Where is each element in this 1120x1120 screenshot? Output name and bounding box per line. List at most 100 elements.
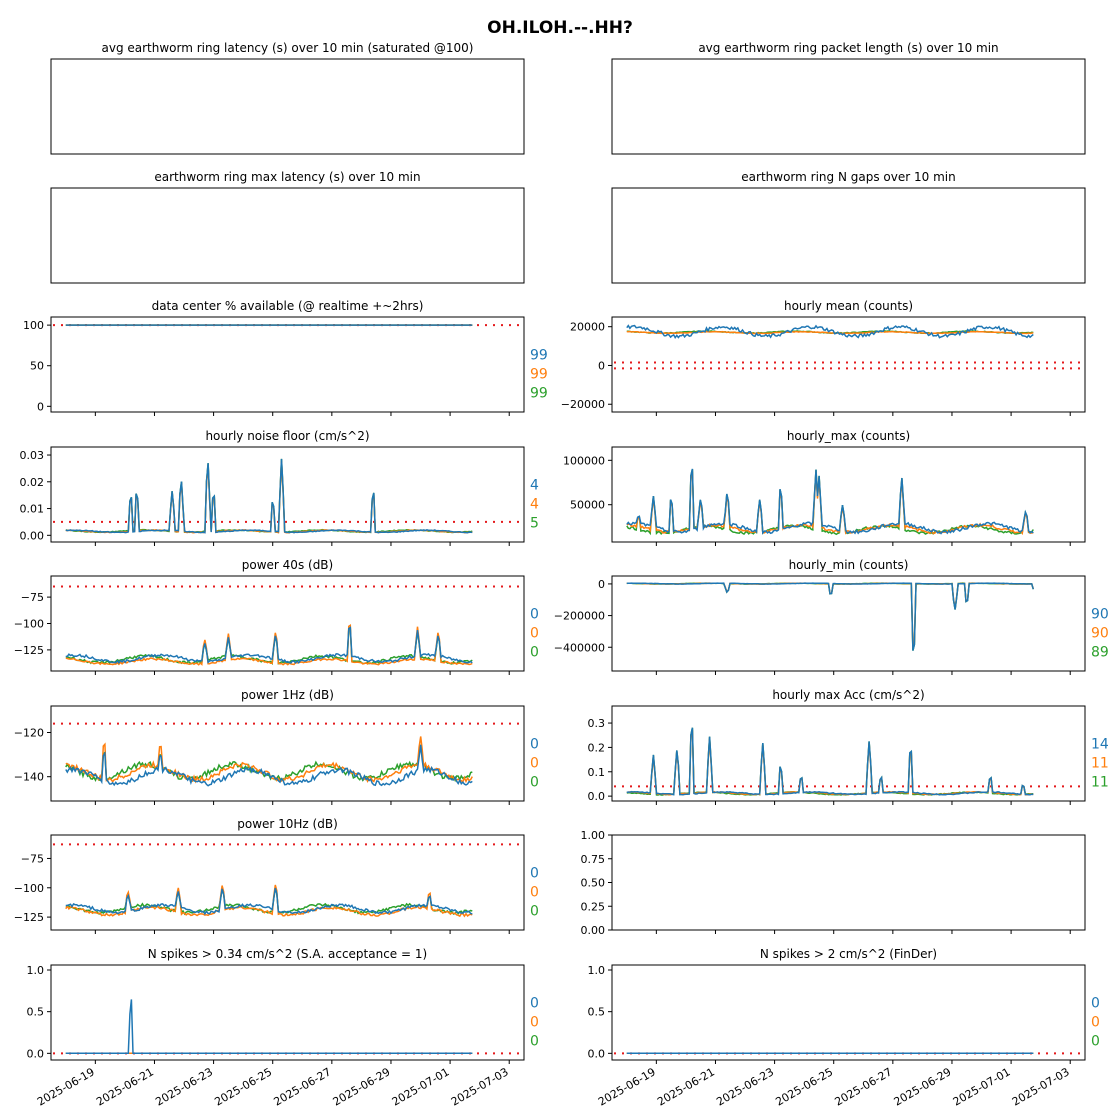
panel-max-latency: earthworm ring max latency (s) over 10 m… xyxy=(50,170,525,284)
y-tick-label: 0.02 xyxy=(20,476,45,489)
panel-title: N spikes > 0.34 cm/s^2 (S.A. acceptance … xyxy=(148,947,427,961)
right-count-label: 0 xyxy=(530,904,539,920)
y-tick-label: −140 xyxy=(14,771,44,784)
panel-hourly-max: hourly_max (counts) 50000 100000 xyxy=(563,429,1086,546)
right-count-label: 0 xyxy=(530,1015,539,1031)
x-tick-label: 2025-06-23 xyxy=(153,1065,215,1108)
y-tick-label: 0 xyxy=(598,359,605,372)
y-tick-label: −100 xyxy=(14,618,44,631)
right-count-label: 99 xyxy=(530,386,548,402)
right-count-label: 0 xyxy=(530,626,539,642)
right-count-label: 0 xyxy=(530,645,539,661)
panel-hourly-mean: hourly mean (counts) −20000 0 20000 xyxy=(561,299,1086,416)
y-tick-label: 0.00 xyxy=(20,529,45,542)
series-line-0 xyxy=(65,458,473,534)
right-count-label: 90 xyxy=(1091,626,1109,642)
y-tick-label: 0.50 xyxy=(581,877,606,890)
y-tick-label: 100 xyxy=(23,319,44,332)
panel-title: earthworm ring N gaps over 10 min xyxy=(741,170,955,184)
series-line-0 xyxy=(65,626,473,665)
x-tick-label: 2025-07-01 xyxy=(390,1065,452,1108)
panel-title: data center % available (@ realtime +~2h… xyxy=(152,299,424,313)
axes-frame xyxy=(50,446,525,543)
panel-title: hourly noise floor (cm/s^2) xyxy=(205,429,369,443)
axes-frame xyxy=(50,705,525,802)
panel-title: hourly max Acc (cm/s^2) xyxy=(772,688,924,702)
y-tick-label: 0.25 xyxy=(581,900,606,913)
series-line-0 xyxy=(626,582,1035,651)
panel-power-10hz: power 10Hz (dB) −125 −100 −75 0 0 0 xyxy=(14,817,539,934)
axes-frame xyxy=(611,964,1086,1061)
y-tick-label: 50 xyxy=(30,360,44,373)
panel-n-gaps: earthworm ring N gaps over 10 min xyxy=(611,170,1086,284)
y-tick-label: 100000 xyxy=(563,454,605,467)
right-count-label: 0 xyxy=(530,737,539,753)
y-tick-label: 0 xyxy=(598,578,605,591)
panel-title: power 1Hz (dB) xyxy=(241,688,334,702)
y-tick-label: 0.0 xyxy=(588,790,606,803)
panel-title: hourly_min (counts) xyxy=(789,558,909,572)
y-tick-label: 0.2 xyxy=(588,741,606,754)
panel-empty-axes: 0.00 0.25 0.50 0.75 1.00 xyxy=(581,829,1086,937)
series-line-0 xyxy=(626,324,1034,339)
right-count-label: 99 xyxy=(530,367,548,383)
axes-frame xyxy=(50,58,525,155)
axes-frame xyxy=(611,58,1086,155)
axes-frame xyxy=(611,446,1086,543)
panel-data-center: data center % available (@ realtime +~2h… xyxy=(23,299,548,416)
x-tick-label: 2025-07-01 xyxy=(951,1065,1013,1108)
series-line-0 xyxy=(626,727,1034,796)
y-tick-label: 0.03 xyxy=(20,449,45,462)
series-line-1 xyxy=(65,736,473,784)
axes-frame xyxy=(611,187,1086,284)
panel-power-1hz: power 1Hz (dB) −140 −120 0 0 0 xyxy=(14,688,539,805)
y-tick-label: 0.00 xyxy=(581,924,606,937)
x-tick-label: 2025-06-21 xyxy=(655,1065,717,1108)
y-tick-label: 0.5 xyxy=(588,1006,606,1019)
series-line-0 xyxy=(65,744,473,787)
axes-frame xyxy=(50,316,525,413)
y-tick-label: 0.0 xyxy=(588,1047,606,1060)
x-tick-label: 2025-06-19 xyxy=(596,1065,658,1108)
y-tick-label: 0.0 xyxy=(27,1047,45,1060)
axes-frame xyxy=(611,575,1086,672)
panel-max-acc: hourly max Acc (cm/s^2) 0.0 0.1 0.2 0.3 14 11 1… xyxy=(588,688,1109,805)
axes-frame xyxy=(611,705,1086,802)
x-tick-label: 2025-06-25 xyxy=(212,1065,274,1108)
y-tick-label: −125 xyxy=(14,644,44,657)
page-title: OH.ILOH.--.HH? xyxy=(487,18,633,38)
y-tick-label: −75 xyxy=(21,591,44,604)
panel-avg-packet-length: avg earthworm ring packet length (s) ove… xyxy=(611,41,1086,155)
right-count-label: 0 xyxy=(530,996,539,1012)
axes-frame xyxy=(50,964,525,1061)
y-tick-label: 0.75 xyxy=(581,853,606,866)
panel-title: hourly mean (counts) xyxy=(784,299,913,313)
x-tick-label: 2025-06-29 xyxy=(331,1065,393,1108)
y-tick-label: 0.1 xyxy=(588,766,606,779)
series-line-1 xyxy=(65,623,473,666)
y-tick-label: 0 xyxy=(37,400,44,413)
right-count-label: 5 xyxy=(530,516,539,532)
right-count-label: 0 xyxy=(530,775,539,791)
series-line-0 xyxy=(65,999,473,1055)
right-count-label: 0 xyxy=(1091,996,1100,1012)
panel-power-40s: power 40s (dB) −125 −100 −75 0 0 0 xyxy=(14,558,539,675)
series-line-1 xyxy=(626,730,1034,796)
y-tick-label: −400000 xyxy=(554,641,605,654)
right-count-label: 0 xyxy=(530,866,539,882)
series-line-0 xyxy=(65,887,473,916)
y-tick-label: 0.3 xyxy=(588,717,606,730)
right-count-label: 4 xyxy=(530,497,539,513)
right-count-label: 99 xyxy=(530,348,548,364)
panel-title: avg earthworm ring latency (s) over 10 m… xyxy=(102,41,474,55)
y-tick-label: −120 xyxy=(14,727,44,740)
right-count-label: 0 xyxy=(530,885,539,901)
panel-title: power 40s (dB) xyxy=(242,558,333,572)
y-tick-label: −125 xyxy=(14,911,44,924)
x-tick-label: 2025-06-23 xyxy=(714,1065,776,1108)
right-count-label: 0 xyxy=(530,756,539,772)
right-count-label: 90 xyxy=(1091,607,1109,623)
panel-hourly-min: hourly_min (counts) −400000 −200000 0 90 90 89 xyxy=(554,558,1109,675)
panel-title: avg earthworm ring packet length (s) ove… xyxy=(698,41,998,55)
